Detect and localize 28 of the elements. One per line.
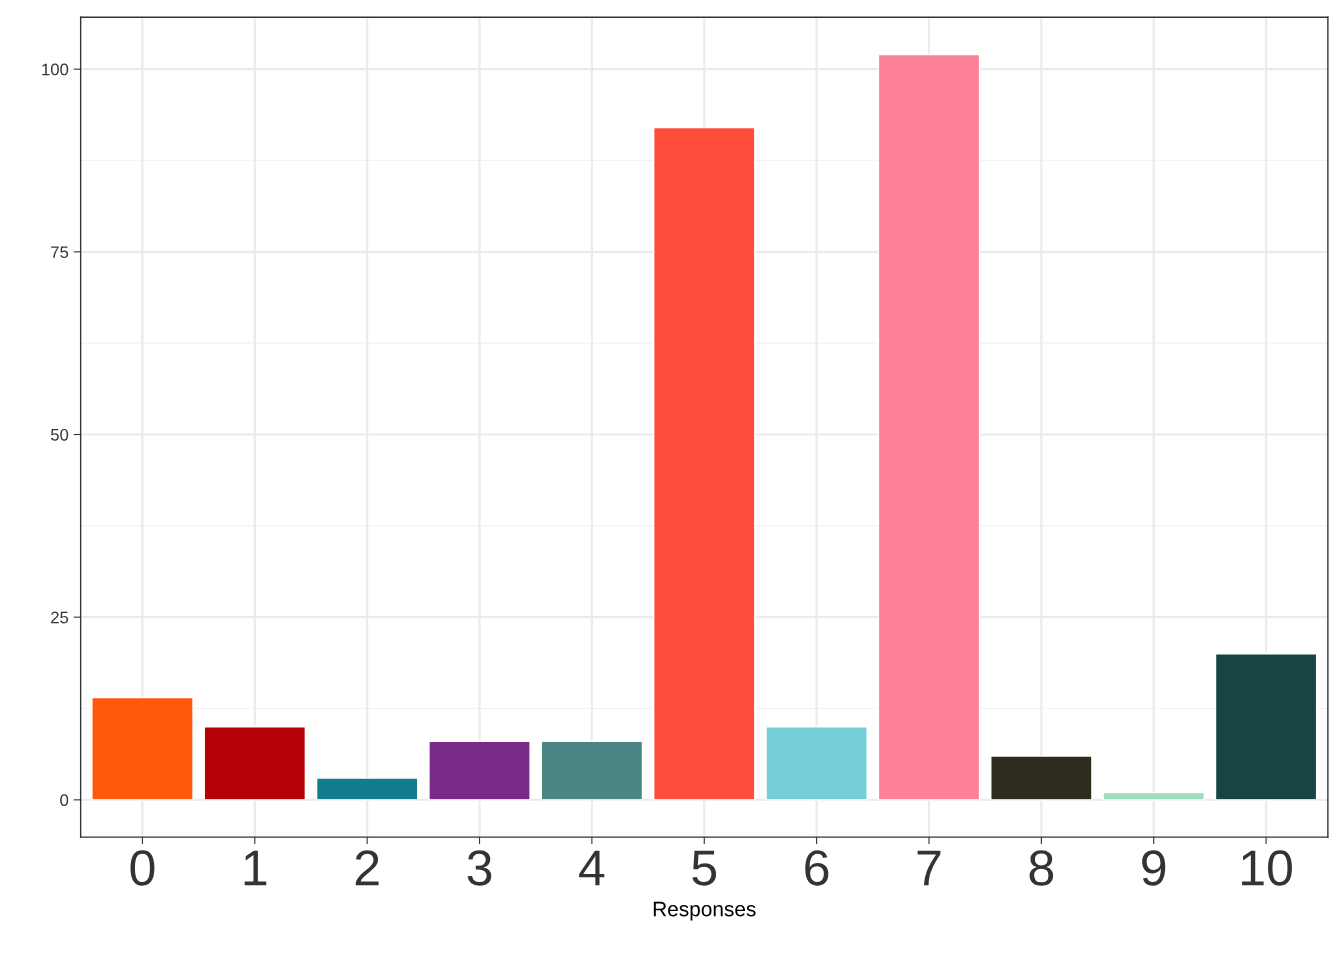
- y-tick-label: 25: [51, 611, 69, 624]
- bar: [990, 755, 1093, 801]
- x-axis-title: Responses: [653, 901, 756, 921]
- bar: [1102, 791, 1205, 801]
- y-tick-label: 100: [42, 63, 69, 76]
- y-tick-label: 0: [60, 794, 69, 807]
- bar: [428, 740, 531, 801]
- bar: [652, 126, 756, 801]
- x-tick-label: 1: [244, 850, 267, 886]
- bar: [91, 696, 194, 801]
- y-tick-label: 50: [50, 428, 69, 441]
- x-tick-label: 2: [355, 850, 379, 886]
- x-tick-label: 5: [692, 850, 717, 886]
- x-tick-label: 7: [917, 850, 941, 886]
- x-tick-label: 6: [805, 850, 829, 886]
- bar: [877, 53, 981, 801]
- bar: [765, 726, 868, 801]
- x-tick-label: 3: [467, 850, 492, 886]
- x-tick-label: 10: [1242, 850, 1292, 886]
- x-tick-label: 0: [130, 850, 155, 886]
- bar: [315, 777, 419, 801]
- x-tick-label: 9: [1142, 850, 1166, 886]
- bar: [1214, 653, 1318, 801]
- y-tick-label: 75: [51, 246, 69, 259]
- x-tick-label: 4: [579, 850, 605, 886]
- bar: [203, 726, 307, 801]
- x-tick-label: 8: [1029, 850, 1054, 886]
- bar: [540, 740, 644, 801]
